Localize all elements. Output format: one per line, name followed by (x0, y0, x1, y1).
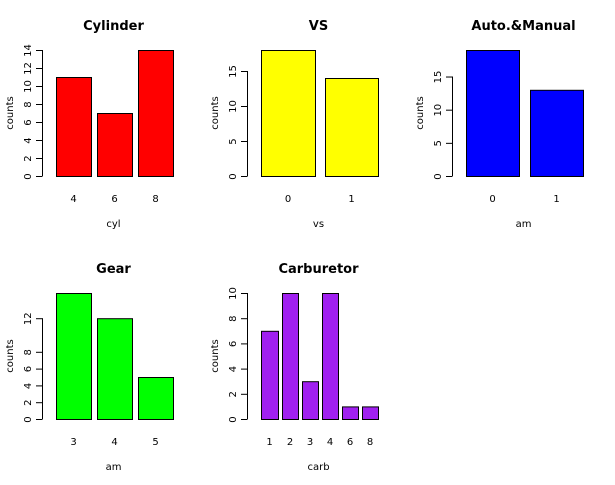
panel-carburetor: Carburetor 1 2 3 4 6 8 0 2 4 6 8 10 carb counts (210, 262, 379, 473)
bar-auto-manual-1 (530, 89, 584, 177)
bar-auto-manual-0 (466, 50, 520, 177)
y-axis-label-carburetor: counts (210, 339, 221, 372)
x-tick-label-cylinder-0: 4 (70, 194, 76, 205)
y-tick-label-cylinder-10: 10 (23, 80, 34, 93)
panel-title-vs: VS (309, 19, 328, 34)
y-tick-label-cylinder-4: 4 (23, 137, 34, 143)
y-tick-label-gear-8: 8 (23, 349, 34, 355)
x-tick-label-vs-1: 1 (348, 194, 354, 205)
panel-title-cylinder: Cylinder (83, 19, 144, 34)
y-tick-label-gear-4: 4 (23, 383, 34, 389)
x-axis-label-auto-manual: am (516, 219, 532, 230)
panel-title-carburetor: Carburetor (278, 262, 359, 277)
bar-cylinder-4 (56, 77, 92, 177)
y-tick-label-auto-manual-0: 0 (433, 173, 444, 179)
y-tick-label-auto-manual-10: 10 (433, 104, 444, 117)
x-tick-label-gear-2: 5 (152, 437, 158, 448)
bar-cylinder-8 (138, 50, 174, 177)
x-tick-label-cylinder-1: 6 (111, 194, 117, 205)
y-tick-label-carburetor-0: 0 (228, 416, 239, 422)
y-axis-label-cylinder: counts (5, 96, 16, 129)
y-tick-label-cylinder-6: 6 (23, 119, 34, 125)
bar-carburetor-4 (322, 293, 339, 420)
bar-vs-1 (325, 78, 379, 177)
x-tick-label-cylinder-2: 8 (152, 194, 158, 205)
panel-title-gear: Gear (96, 262, 131, 277)
x-tick-label-carburetor-3: 4 (327, 437, 333, 448)
y-tick-label-cylinder-0: 0 (23, 173, 34, 179)
x-axis-label-vs: vs (313, 219, 324, 230)
x-tick-label-carburetor-0: 1 (266, 437, 272, 448)
bar-vs-0 (261, 50, 316, 177)
y-tick-label-vs-10: 10 (228, 100, 239, 113)
y-tick-label-carburetor-2: 2 (228, 391, 239, 397)
bar-carburetor-6 (342, 406, 359, 420)
x-axis-label-gear: am (106, 462, 122, 473)
y-tick-label-gear-6: 6 (23, 366, 34, 372)
y-tick-label-carburetor-8: 8 (228, 316, 239, 322)
y-tick-label-cylinder-14: 14 (23, 44, 34, 57)
x-axis-label-carburetor: carb (307, 462, 329, 473)
x-tick-label-gear-1: 4 (111, 437, 117, 448)
y-tick-label-gear-0: 0 (23, 416, 34, 422)
x-tick-label-carburetor-5: 8 (367, 437, 373, 448)
y-tick-label-cylinder-2: 2 (23, 155, 34, 161)
bar-carburetor-3 (302, 381, 319, 421)
y-tick-label-carburetor-4: 4 (228, 366, 239, 372)
bar-gear-5 (138, 377, 174, 420)
bar-gear-4 (97, 318, 133, 421)
panel-gear: Gear 3 4 5 0 2 4 6 8 12 am counts (5, 262, 174, 473)
y-tick-label-auto-manual-5: 5 (433, 140, 444, 146)
x-tick-label-carburetor-4: 6 (347, 437, 353, 448)
bar-carburetor-2 (282, 293, 299, 420)
y-axis-label-gear: counts (5, 339, 16, 372)
y-tick-label-auto-manual-15: 15 (433, 71, 444, 84)
y-axis-label-vs: counts (210, 96, 221, 129)
bar-carburetor-1 (261, 330, 279, 420)
y-tick-label-gear-2: 2 (23, 400, 34, 406)
y-tick-label-cylinder-8: 8 (23, 101, 34, 107)
y-tick-label-carburetor-10: 10 (228, 287, 239, 300)
x-tick-label-vs-0: 0 (285, 194, 291, 205)
y-tick-label-gear-12: 12 (23, 312, 34, 325)
x-tick-label-gear-0: 3 (70, 437, 76, 448)
x-axis-label-cylinder: cyl (106, 219, 120, 230)
x-tick-label-carburetor-1: 2 (287, 437, 293, 448)
x-tick-label-carburetor-2: 3 (307, 437, 313, 448)
bar-gear-3 (56, 293, 92, 420)
bar-carburetor-8 (362, 406, 379, 420)
panel-title-auto-manual: Auto.&Manual (471, 19, 575, 34)
panel-cylinder: Cylinder 4 6 8 0 2 4 6 8 10 12 14 cyl counts (5, 19, 174, 230)
y-tick-label-vs-15: 15 (228, 65, 239, 78)
y-tick-label-cylinder-12: 12 (23, 62, 34, 75)
y-axis-label-auto-manual: counts (415, 96, 426, 129)
bar-cylinder-6 (97, 113, 133, 177)
y-tick-label-vs-0: 0 (228, 173, 239, 179)
y-tick-label-carburetor-6: 6 (228, 341, 239, 347)
x-tick-label-auto-manual-1: 1 (553, 194, 559, 205)
y-tick-label-vs-5: 5 (228, 138, 239, 144)
x-tick-label-auto-manual-0: 0 (489, 194, 495, 205)
